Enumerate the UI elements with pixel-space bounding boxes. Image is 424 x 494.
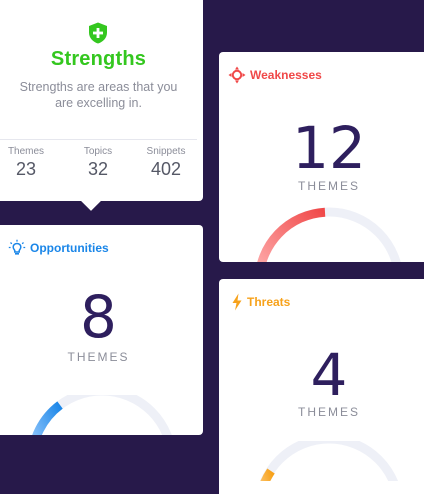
gauge-fill: [257, 207, 326, 262]
stat-label: Snippets: [146, 146, 186, 157]
threats-unit: THEMES: [297, 405, 360, 419]
strengths-title: Strengths: [50, 48, 147, 70]
weaknesses-gauge: [257, 207, 401, 262]
lightbulb-icon: [8, 239, 26, 255]
stat-label: Topics: [83, 146, 113, 157]
opportunities-unit: THEMES: [67, 350, 130, 364]
card-pointer: [81, 191, 101, 211]
lightning-icon: [232, 293, 242, 311]
threats-title: Threats: [247, 295, 291, 309]
threats-count: 4: [310, 341, 348, 409]
weaknesses-unit: THEMES: [297, 179, 360, 193]
stat-topics[interactable]: Topics 32: [68, 146, 128, 180]
opportunities-title: Opportunities: [30, 241, 109, 255]
strengths-description: Strengths are areas that you are excelli…: [19, 80, 178, 110]
stat-value: 402: [150, 159, 182, 179]
stat-value: 23: [15, 159, 37, 179]
gauge-track: [259, 441, 399, 481]
divider: [0, 139, 197, 140]
crosshair-icon: [228, 66, 246, 84]
stat-value: 32: [87, 159, 109, 179]
gauge-fill: [260, 468, 275, 481]
weaknesses-count: 12: [292, 114, 366, 182]
weaknesses-title: Weaknesses: [250, 68, 322, 82]
weaknesses-card[interactable]: Weaknesses 12 THEMES: [219, 52, 424, 262]
strengths-card[interactable]: Strengths Strengths are areas that you a…: [0, 0, 203, 211]
weaknesses-header: Weaknesses: [228, 66, 322, 84]
stat-themes[interactable]: Themes 23: [0, 146, 56, 180]
opportunities-count: 8: [80, 283, 117, 351]
opportunities-gauge: [32, 395, 172, 435]
threats-header: Threats: [231, 293, 290, 311]
shield-plus-icon: [89, 22, 107, 44]
threats-gauge: [259, 441, 399, 481]
stat-label: Themes: [7, 146, 45, 157]
opportunities-header: Opportunities: [8, 239, 109, 257]
opportunities-card[interactable]: Opportunities 8 THEMES: [0, 225, 203, 435]
gauge-fill: [32, 401, 63, 435]
threats-card[interactable]: Threats 4 THEMES: [219, 279, 424, 494]
stat-snippets[interactable]: Snippets 402: [136, 146, 196, 180]
